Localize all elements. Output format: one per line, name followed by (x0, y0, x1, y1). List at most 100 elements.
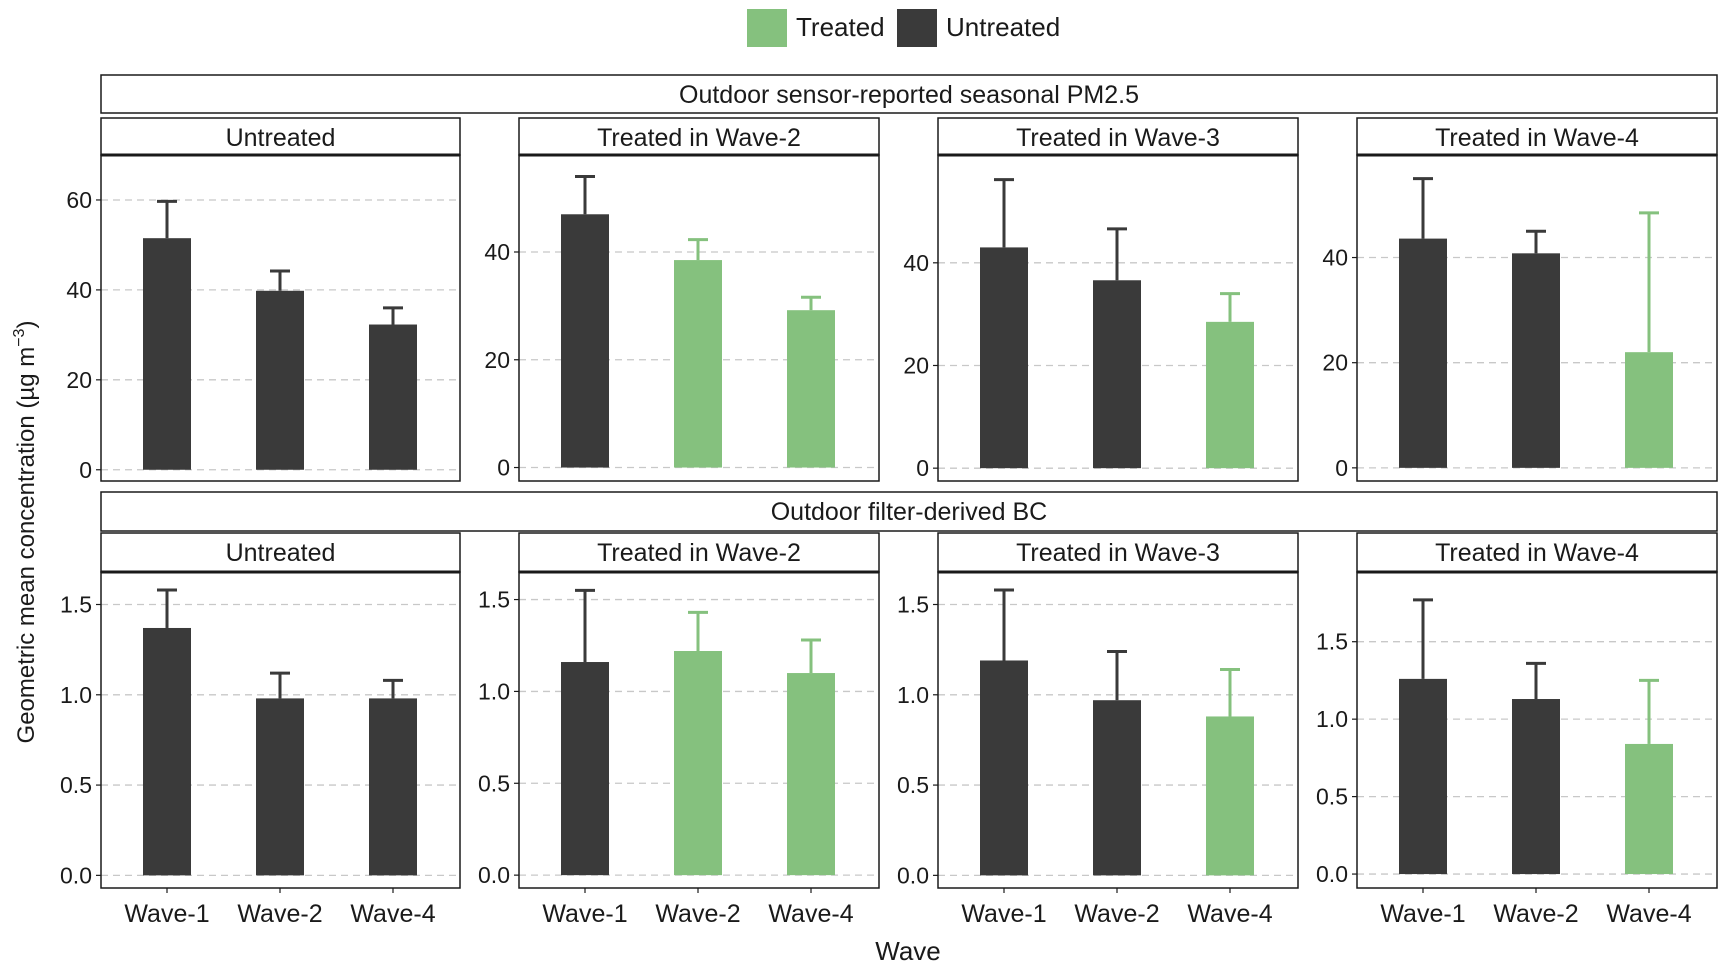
panel-strip (100, 532, 461, 573)
panel-frame (1356, 154, 1718, 482)
y-tick-label: 0.0 (897, 862, 929, 888)
panel-title: Untreated (226, 124, 336, 152)
y-axis-label: Geometric mean concentration (µg m−3) (11, 321, 40, 744)
bar-wave-1 (1399, 678, 1447, 875)
bar-wave-2 (1512, 253, 1560, 468)
facet-row-1: Outdoor sensor-reported seasonal PM2.5 Un… (66, 74, 1718, 483)
y-tick-label: 0.5 (478, 770, 510, 796)
bar-wave-4 (1206, 716, 1254, 876)
x-tick-label: Wave-2 (237, 900, 322, 928)
y-tick-label: 1.0 (897, 682, 929, 708)
bar-wave-1 (980, 247, 1028, 469)
y-tick-label: 20 (66, 367, 92, 393)
legend-swatch-treated (747, 9, 787, 47)
panel-title: Treated in Wave-4 (1435, 124, 1639, 152)
panel-1-2: Treated in Wave-2 0 20 40 (484, 117, 880, 482)
y-tick-label: 0.0 (1316, 861, 1348, 887)
bar-wave-4 (787, 673, 835, 876)
panel-title: Untreated (226, 539, 336, 567)
bar-wave-4 (369, 698, 417, 876)
panel-title: Treated in Wave-2 (597, 539, 801, 567)
panel-2-4: Treated in Wave-4 0.0 0.5 1.0 1.5 Wave-1 Wave-… (1316, 532, 1718, 928)
panel-strip (937, 532, 1299, 573)
bar-wave-2 (256, 290, 304, 470)
y-tick-label: 1.0 (478, 678, 510, 704)
panel-1-4: Treated in Wave-4 0 20 40 (1322, 117, 1718, 482)
panel-title: Treated in Wave-3 (1016, 539, 1220, 567)
panel-frame (100, 154, 461, 482)
y-tick-label: 0 (497, 455, 510, 481)
legend-label-treated: Treated (796, 12, 885, 42)
bar-wave-2 (256, 698, 304, 876)
row-strip (100, 491, 1718, 532)
y-tick-label: 0.5 (897, 772, 929, 798)
y-axis-label-sup: −3 (11, 328, 28, 346)
x-tick-label: Wave-4 (1606, 900, 1691, 928)
x-tick-label: Wave-1 (542, 900, 627, 928)
x-tick-label: Wave-1 (961, 900, 1046, 928)
x-tick-label: Wave-2 (1074, 900, 1159, 928)
y-tick-label: 40 (903, 250, 929, 276)
bar-wave-2 (1093, 280, 1141, 469)
bar-wave-2 (1093, 700, 1141, 876)
row-strip-title: Outdoor filter-derived BC (771, 498, 1048, 526)
panel-frame (1356, 571, 1718, 889)
facet-rows: Outdoor sensor-reported seasonal PM2.5 Un… (60, 74, 1718, 928)
panel-strip (518, 532, 880, 573)
bar-wave-4 (787, 310, 835, 468)
bar-wave-4 (1206, 321, 1254, 469)
y-tick-label: 1.5 (478, 587, 510, 613)
legend: Treated Untreated (747, 9, 1060, 47)
y-tick-label: 1.5 (897, 592, 929, 618)
y-tick-label: 0.5 (1316, 784, 1348, 810)
panel-strip (518, 117, 880, 156)
x-tick-label: Wave-1 (1380, 900, 1465, 928)
bar-wave-4 (1625, 352, 1673, 468)
legend-swatch-untreated (897, 9, 937, 47)
x-tick-label: Wave-4 (350, 900, 435, 928)
y-tick-label: 0.5 (60, 772, 92, 798)
row-strip-title: Outdoor sensor-reported seasonal PM2.5 (679, 81, 1139, 109)
panel-1-3: Treated in Wave-3 0 20 40 (903, 117, 1299, 482)
y-tick-label: 0 (1335, 455, 1348, 481)
x-tick-label: Wave-4 (768, 900, 853, 928)
panel-2-2: Treated in Wave-2 0.0 0.5 1.0 1.5 Wave-1 Wave-… (478, 532, 880, 928)
x-tick-label: Wave-4 (1187, 900, 1272, 928)
y-tick-label: 0 (916, 455, 929, 481)
bar-wave-1 (1399, 238, 1447, 468)
bar-wave-4 (1625, 743, 1673, 875)
bar-wave-1 (980, 660, 1028, 876)
bar-wave-1 (143, 238, 191, 470)
y-tick-label: 40 (1322, 245, 1348, 271)
legend-label-untreated: Untreated (946, 12, 1060, 42)
y-tick-label: 40 (484, 239, 510, 265)
panel-1-1: Untreated 0 20 40 60 (66, 117, 461, 483)
y-tick-label: 20 (1322, 350, 1348, 376)
bar-wave-4 (369, 324, 417, 470)
x-tick-label: Wave-1 (124, 900, 209, 928)
panel-strip (100, 117, 461, 156)
x-axis-label: Wave (875, 936, 941, 964)
y-axis-label-text: Geometric mean concentration (µg m (13, 347, 40, 744)
x-tick-label: Wave-2 (1493, 900, 1578, 928)
y-axis-label-close: ) (13, 321, 40, 329)
panel-strip (937, 117, 1299, 156)
bar-wave-2 (1512, 699, 1560, 875)
bar-wave-1 (561, 662, 609, 876)
panel-title: Treated in Wave-4 (1435, 539, 1639, 567)
y-tick-label: 1.0 (60, 682, 92, 708)
bar-wave-2 (674, 651, 722, 876)
panel-title: Treated in Wave-3 (1016, 124, 1220, 152)
bar-wave-1 (561, 214, 609, 468)
panel-title: Treated in Wave-2 (597, 124, 801, 152)
panel-frame (518, 571, 880, 889)
bar-wave-2 (674, 260, 722, 468)
panel-frame (937, 154, 1299, 482)
y-tick-label: 1.5 (60, 592, 92, 618)
y-tick-label: 1.0 (1316, 706, 1348, 732)
panel-2-1: Untreated 0.0 0.5 1.0 1.5 Wave-1 Wave-2 Wave-4 (60, 532, 461, 928)
bar-wave-1 (143, 627, 191, 876)
panel-2-3: Treated in Wave-3 0.0 0.5 1.0 1.5 Wave-1 Wave-… (897, 532, 1299, 928)
y-tick-label: 60 (66, 187, 92, 213)
